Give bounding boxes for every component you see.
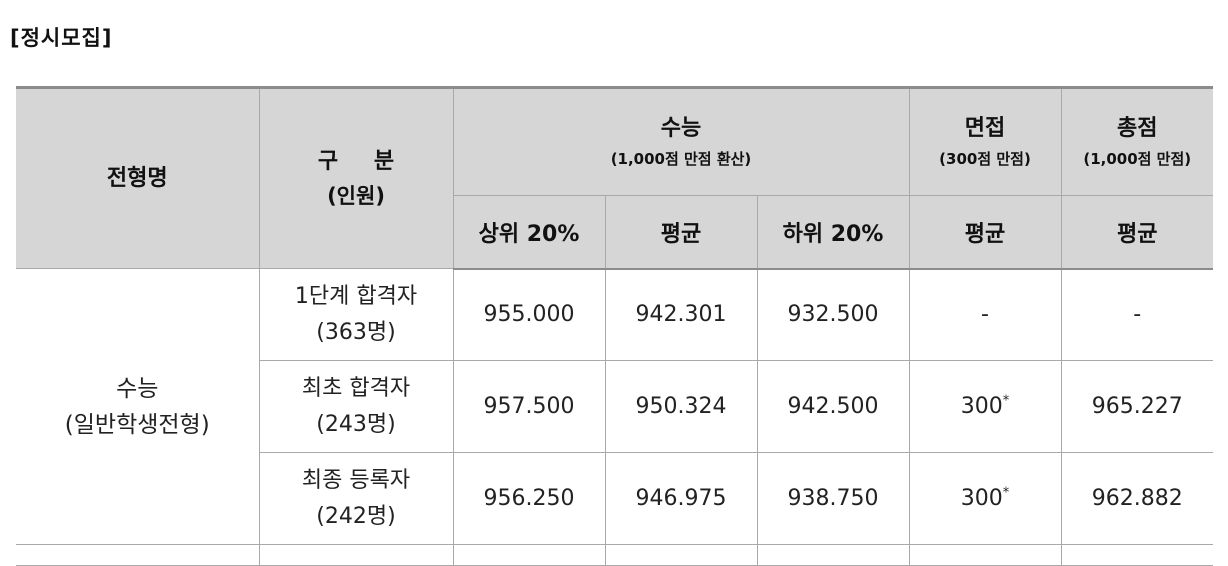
header-interview: 면접 (300점 만점) [908, 86, 1062, 196]
header-interview-label: 면접 [964, 116, 1006, 141]
top20-cell: 955.000 [452, 268, 606, 361]
interview-cell: 300* [908, 360, 1062, 453]
table-row: 수능 (일반학생전형) 1단계 합격자 (363명) 955.000 942.3… [16, 268, 1213, 545]
header-total-avg: 평균 [1060, 195, 1213, 270]
table-row-cutoff [16, 544, 1213, 566]
category-count: (363명) [316, 319, 396, 345]
admissions-score-table: 전형명 구 분 (인원) 수능 (1,000점 만점 환산) 면접 (300점 … [16, 86, 1213, 566]
bottom20-cell: 932.500 [756, 268, 910, 361]
avg-cell: 946.975 [604, 452, 758, 545]
group-cell: 수능 (일반학생전형) [16, 268, 260, 545]
bottom20-cell: 942.500 [756, 360, 910, 453]
interview-mark: * [1002, 393, 1010, 409]
interview-value: 300 [960, 394, 1003, 419]
section-title: [정시모집] [10, 26, 113, 50]
category-count: (243명) [316, 411, 396, 437]
avg-cell: 942.301 [604, 268, 758, 361]
category-cell: 1단계 합격자 (363명) [258, 268, 454, 361]
interview-value: 300 [960, 486, 1003, 511]
header-bottom20: 하위 20% [756, 195, 910, 270]
header-category: 구 분 (인원) [258, 86, 454, 269]
total-cell: 965.227 [1060, 360, 1213, 453]
header-suneung-sub: (1,000점 만점 환산) [610, 150, 752, 168]
category-label: 1단계 합격자 [294, 283, 418, 309]
group-label-sub: (일반학생전형) [64, 411, 210, 438]
interview-cell: 300* [908, 452, 1062, 545]
header-interview-avg: 평균 [908, 195, 1062, 270]
total-cell: - [1060, 268, 1213, 361]
top20-cell: 956.250 [452, 452, 606, 545]
category-label: 최초 합격자 [301, 375, 411, 401]
header-suneung-label: 수능 [660, 116, 702, 141]
total-cell: 962.882 [1060, 452, 1213, 545]
interview-mark: * [1002, 485, 1010, 501]
header-top20: 상위 20% [453, 195, 606, 270]
header-type: 전형명 [16, 86, 260, 269]
header-category-label: 구 분 [317, 148, 409, 174]
header-interview-sub: (300점 만점) [939, 150, 1031, 168]
header-total: 총점 (1,000점 만점) [1060, 86, 1213, 196]
table-row: 최초 합격자 (243명) 957.500 950.324 942.500 30… [16, 360, 1213, 453]
header-row-1: 전형명 구 분 (인원) 수능 (1,000점 만점 환산) 면접 (300점 … [16, 86, 1213, 269]
header-type-label: 전형명 [106, 165, 168, 191]
category-cell: 최초 합격자 (243명) [259, 360, 454, 453]
category-label: 최종 등록자 [301, 467, 411, 493]
header-category-sub: (인원) [327, 183, 385, 208]
header-suneung: 수능 (1,000점 만점 환산) [452, 86, 910, 196]
avg-cell: 950.324 [604, 360, 758, 453]
bottom20-cell: 938.750 [756, 452, 910, 545]
interview-cell: - [908, 268, 1062, 361]
header-row-2: 상위 20% 평균 하위 20% 평균 평균 [16, 195, 1213, 270]
group-label: 수능 [116, 375, 159, 402]
header-total-sub: (1,000점 만점) [1083, 150, 1192, 168]
category-cell: 최종 등록자 (242명) [259, 452, 454, 545]
top20-cell: 957.500 [452, 360, 606, 453]
header-avg: 평균 [604, 195, 758, 270]
header-total-label: 총점 [1117, 116, 1158, 141]
category-count: (242명) [316, 503, 396, 529]
interview-value: - [981, 302, 989, 328]
